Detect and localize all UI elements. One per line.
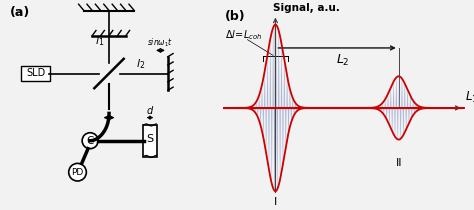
Circle shape	[69, 163, 86, 181]
Text: $d$: $d$	[146, 104, 154, 116]
Text: (a): (a)	[10, 6, 30, 19]
Text: II: II	[395, 158, 402, 168]
Text: SLD: SLD	[26, 68, 45, 79]
Text: $L_2$: $L_2$	[336, 53, 349, 68]
Text: $l_1$: $l_1$	[95, 34, 104, 48]
Circle shape	[82, 133, 98, 149]
Text: $l_2$: $l_2$	[136, 57, 145, 71]
Text: $\Delta l\!=\!L_{coh}$: $\Delta l\!=\!L_{coh}$	[225, 28, 263, 42]
Text: (b): (b)	[225, 10, 246, 23]
Text: Signal, a.u.: Signal, a.u.	[273, 3, 340, 13]
Text: I: I	[274, 197, 277, 207]
Text: PD: PD	[72, 168, 83, 177]
Text: $L_1$: $L_1$	[465, 89, 474, 105]
Text: S: S	[146, 134, 154, 144]
Text: $sin\omega_1 t$: $sin\omega_1 t$	[147, 37, 173, 49]
FancyBboxPatch shape	[143, 125, 157, 157]
FancyBboxPatch shape	[21, 66, 50, 81]
Text: C: C	[86, 136, 94, 146]
